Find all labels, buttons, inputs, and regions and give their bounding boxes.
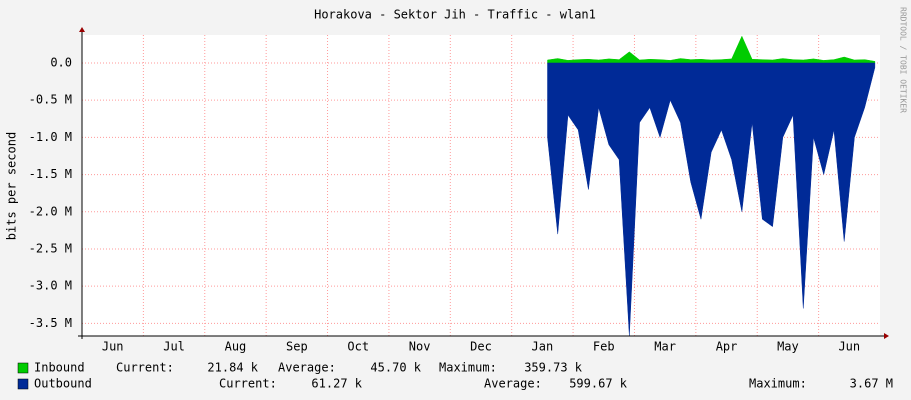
x-tick-label: Jun	[102, 340, 124, 354]
legend-stat-value: 61.27 k	[311, 377, 362, 391]
legend-stat-label: Maximum:	[749, 377, 807, 391]
y-axis-label: bits per second	[5, 132, 19, 240]
legend-stat-value: 3.67 M	[850, 377, 893, 391]
x-tick-label: Nov	[409, 340, 431, 354]
y-tick-label: -3.0 M	[29, 279, 72, 293]
legend-label: Outbound	[34, 377, 92, 391]
legend-stat-value: 21.84 k	[207, 361, 258, 375]
x-tick-label: Jan	[532, 340, 554, 354]
y-tick-label: -1.0 M	[29, 130, 72, 144]
legend-label: Inbound	[34, 361, 85, 375]
legend-stat-label: Current:	[116, 361, 174, 375]
axis-arrow	[884, 333, 889, 339]
y-tick-label: -1.5 M	[29, 167, 72, 181]
legend-stat-label: Average:	[278, 361, 336, 375]
x-tick-label: Sep	[286, 340, 308, 354]
legend-swatch	[17, 362, 29, 374]
x-tick-label: Oct	[347, 340, 369, 354]
y-tick-label: -2.0 M	[29, 204, 72, 218]
legend-stat-label: Maximum:	[439, 361, 497, 375]
legend-stat-label: Current:	[219, 377, 277, 391]
x-tick-label: Feb	[593, 340, 615, 354]
x-tick-label: Aug	[225, 340, 247, 354]
x-tick-label: Jul	[163, 340, 185, 354]
legend-stat-label: Average:	[484, 377, 542, 391]
legend-stat-value: 45.70 k	[370, 361, 421, 375]
chart-title: Horakova - Sektor Jih - Traffic - wlan1	[314, 8, 596, 22]
x-tick-label: Dec	[470, 340, 492, 354]
x-tick-label: Jun	[838, 340, 860, 354]
legend-stat-value: 599.67 k	[569, 377, 628, 391]
x-tick-label: Apr	[716, 340, 738, 354]
x-tick-label: May	[777, 340, 799, 354]
x-tick-label: Mar	[654, 340, 676, 354]
axis-arrow	[79, 27, 85, 32]
y-tick-label: -0.5 M	[29, 93, 72, 107]
legend-stat-value: 359.73 k	[524, 361, 583, 375]
y-tick-label: 0.0	[50, 55, 72, 69]
y-tick-label: -2.5 M	[29, 241, 72, 255]
area	[547, 35, 876, 64]
y-tick-label: -3.5 M	[29, 316, 72, 330]
legend-swatch	[17, 378, 29, 390]
watermark: RRDTOOL / TOBI OETIKER	[899, 7, 908, 113]
area	[547, 62, 876, 337]
